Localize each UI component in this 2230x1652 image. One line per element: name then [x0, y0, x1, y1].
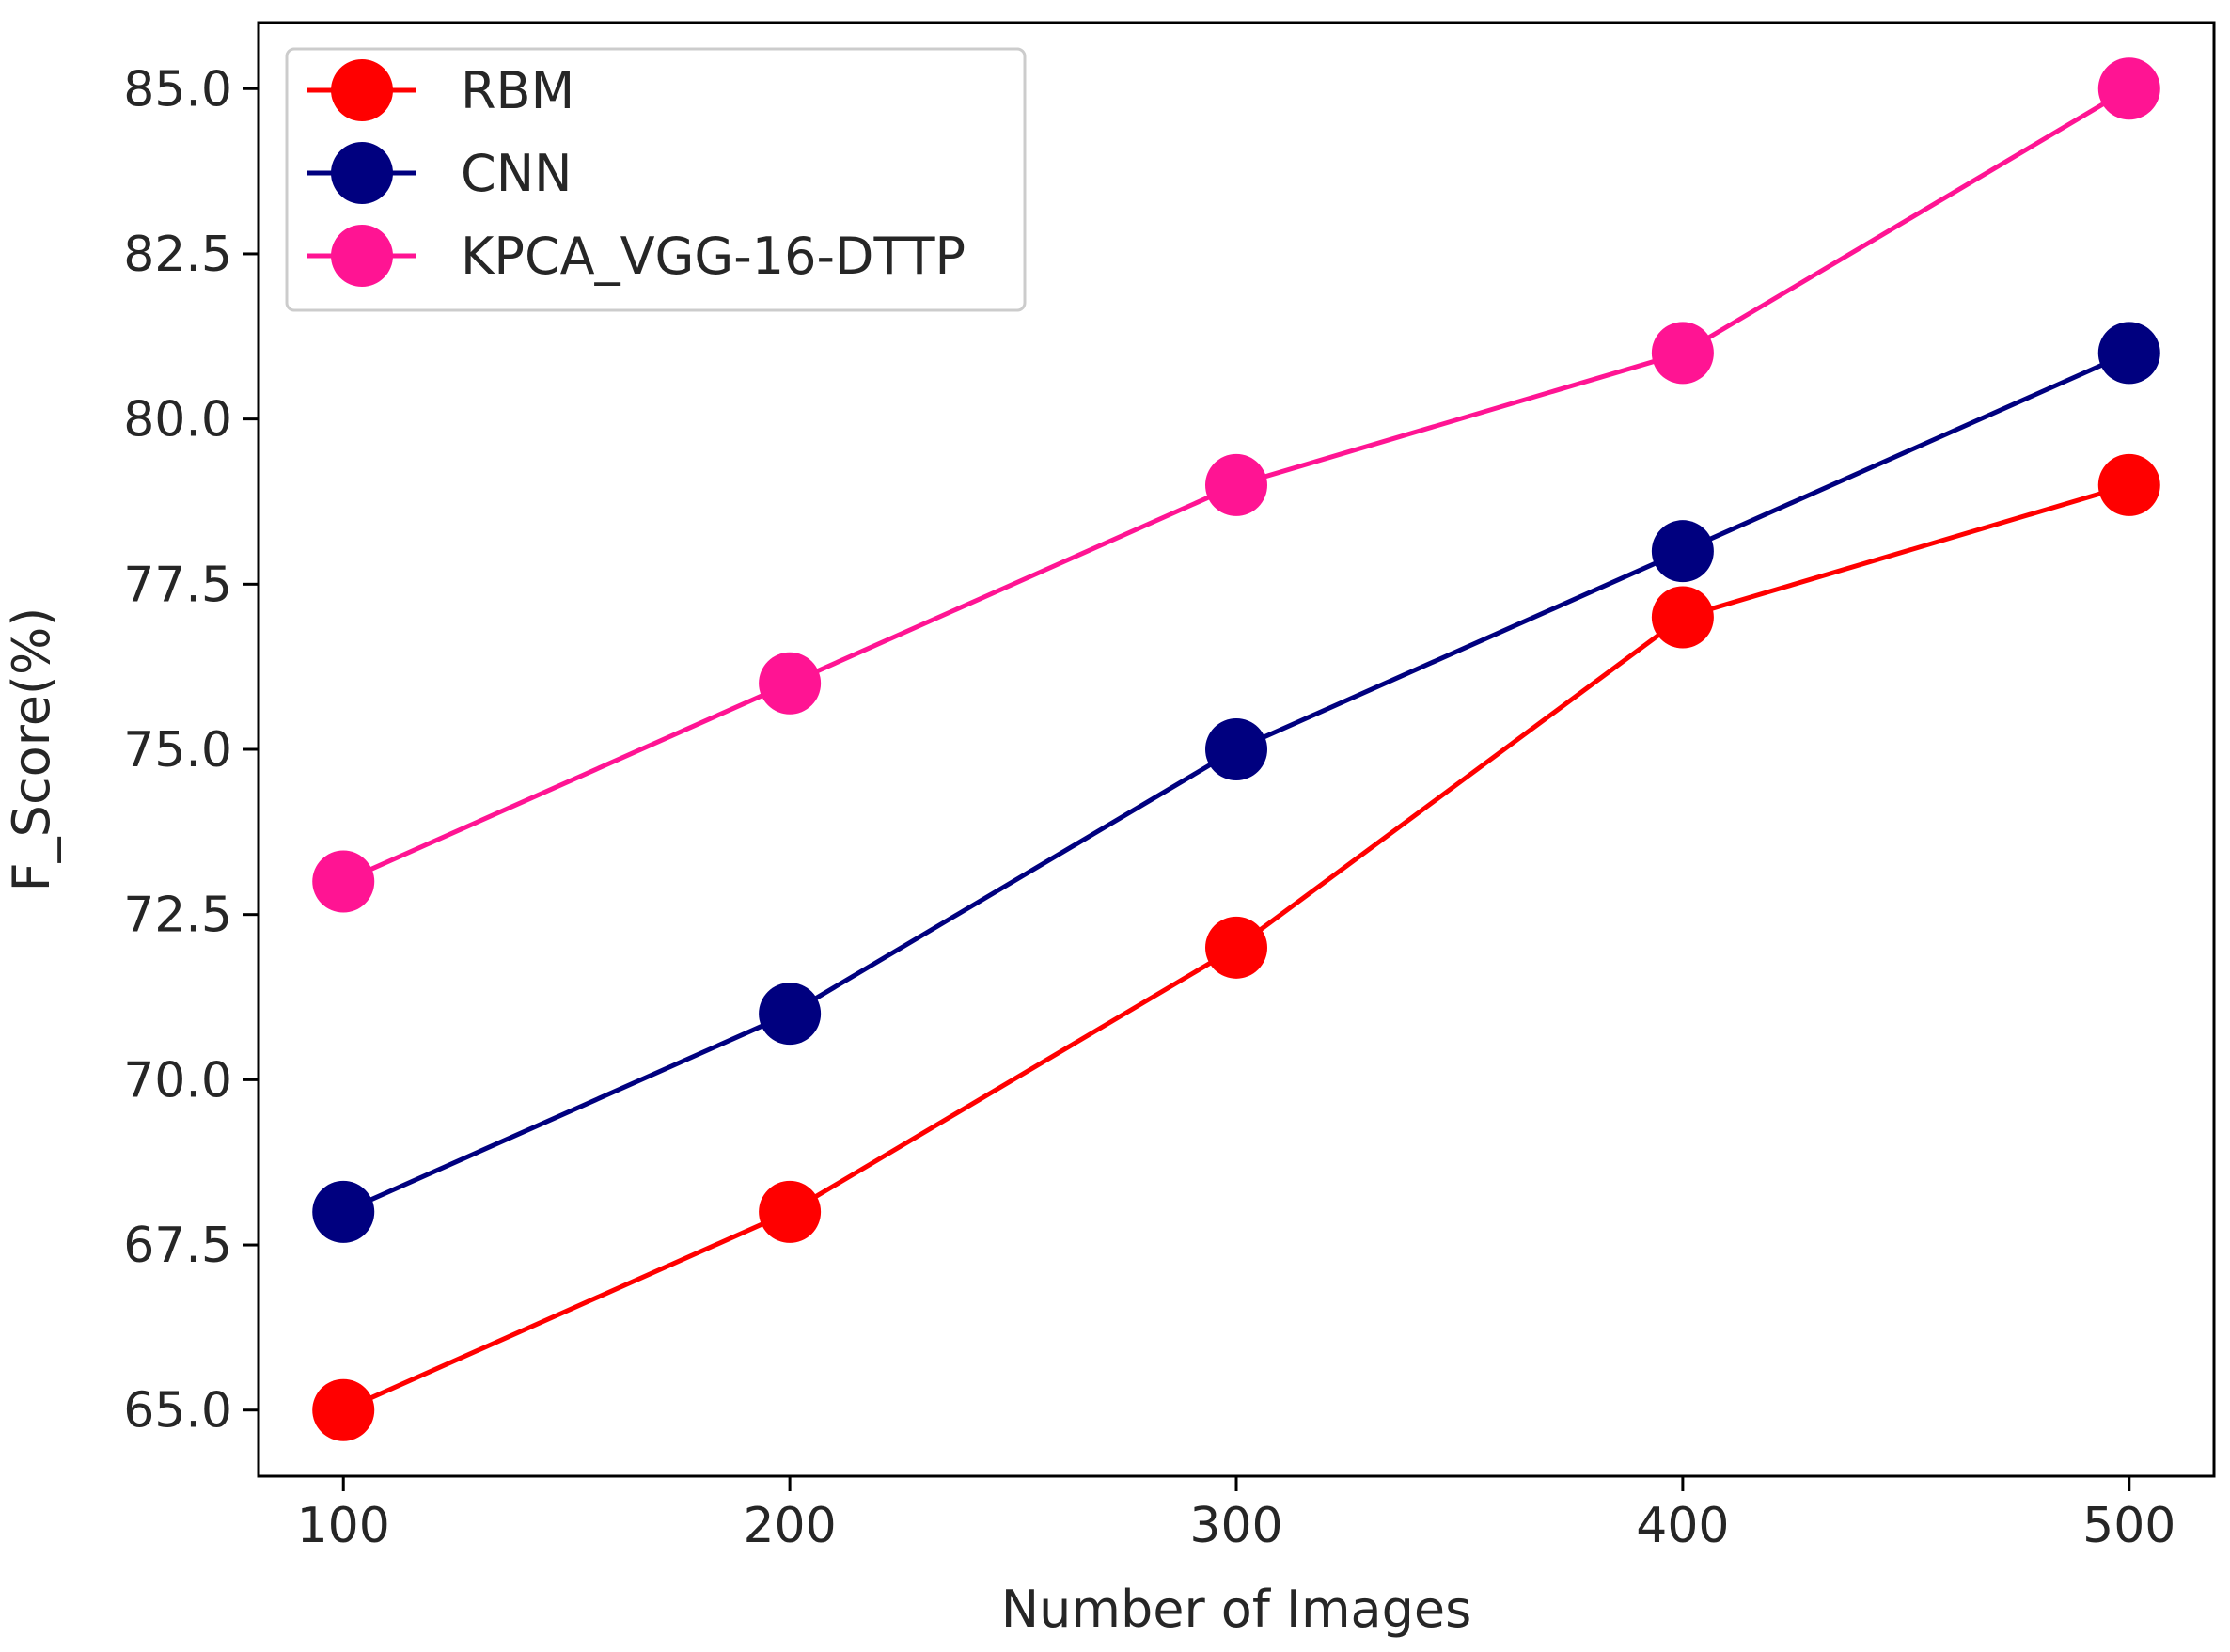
data-point	[2097, 453, 2160, 516]
x-tick-label: 400	[1636, 1498, 1729, 1554]
data-point	[1205, 916, 1267, 979]
legend-marker	[331, 59, 393, 121]
legend-label: CNN	[461, 144, 573, 203]
y-tick-label: 80.0	[123, 392, 232, 448]
data-point	[759, 1180, 822, 1243]
y-tick-label: 72.5	[123, 888, 232, 944]
data-point	[759, 983, 822, 1046]
x-tick-label: 200	[743, 1498, 836, 1554]
x-tick-label: 500	[2082, 1498, 2175, 1554]
data-point	[2097, 57, 2160, 120]
legend-label: KPCA_VGG-16-DTTP	[461, 227, 966, 286]
data-point	[312, 1180, 375, 1243]
legend-marker	[331, 142, 393, 204]
data-point	[1651, 322, 1714, 385]
y-tick-label: 70.0	[123, 1052, 232, 1109]
x-axis: 100 200 300 400 500	[297, 1476, 2175, 1554]
data-point	[1205, 718, 1267, 780]
data-point	[1651, 520, 1714, 583]
data-point	[2097, 322, 2160, 385]
series-layer	[312, 57, 2160, 1441]
legend-marker	[331, 225, 393, 287]
y-axis-title: F_Score(%)	[2, 607, 61, 892]
y-tick-label: 65.0	[123, 1383, 232, 1440]
data-point	[1651, 586, 1714, 649]
legend-item: RBM	[307, 59, 574, 121]
legend: RBM CNN KPCA_VGG-16-DTTP	[285, 47, 1027, 312]
series-rbm	[312, 453, 2160, 1441]
y-tick-label: 75.0	[123, 722, 232, 779]
legend-box	[285, 47, 1027, 312]
y-tick-label: 77.5	[123, 557, 232, 613]
x-axis-title: Number of Images	[1001, 1580, 1472, 1639]
series-kpca-vgg-16-dttp	[312, 57, 2160, 913]
series-cnn	[312, 322, 2160, 1243]
legend-item: CNN	[307, 142, 573, 204]
data-point	[312, 850, 375, 913]
data-point	[312, 1378, 375, 1441]
data-point	[1205, 453, 1267, 516]
legend-label: RBM	[461, 61, 574, 120]
legend-item: KPCA_VGG-16-DTTP	[307, 225, 966, 287]
y-tick-label: 67.5	[123, 1218, 232, 1274]
y-tick-label: 85.0	[123, 61, 232, 118]
y-axis: 65.0 67.5 70.0 72.5 75.0 77.5 80.0 82.5 85.0	[123, 61, 259, 1440]
y-tick-label: 82.5	[123, 227, 232, 283]
data-point	[759, 652, 822, 715]
x-tick-label: 100	[297, 1498, 390, 1554]
x-tick-label: 300	[1189, 1498, 1282, 1554]
